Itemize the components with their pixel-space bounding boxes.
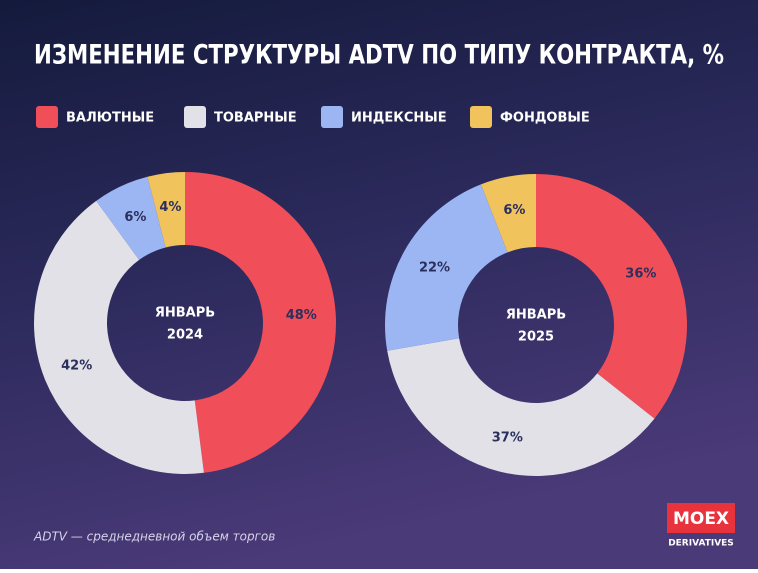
legend-swatch — [184, 106, 206, 128]
donut-segment — [387, 338, 655, 477]
center-label: ЯНВАРЬ — [155, 306, 215, 321]
logo-name: MOEX — [673, 509, 729, 529]
value-label: 6% — [503, 203, 525, 218]
center-label: 2024 — [167, 328, 203, 343]
donut-segment — [96, 176, 166, 260]
center-label: 2025 — [518, 330, 554, 345]
title: ИЗМЕНЕНИЕ СТРУКТУРЫ ADTV ПО ТИПУ КОНТРАК… — [34, 40, 724, 71]
value-label: 48% — [286, 308, 317, 323]
legend-swatch — [321, 106, 343, 128]
legend-swatch — [470, 106, 492, 128]
value-label: 36% — [625, 267, 656, 282]
logo-box — [667, 503, 735, 533]
legend-label: ИНДЕКСНЫЕ — [351, 111, 447, 126]
donut-segment — [384, 184, 508, 351]
legend-swatch — [36, 106, 58, 128]
legend-label: ФОНДОВЫЕ — [500, 111, 590, 126]
donut-segment — [480, 174, 536, 253]
value-label: 22% — [419, 260, 450, 275]
footnote: ADTV — среднедневной объем торгов — [33, 530, 275, 544]
value-label: 6% — [124, 210, 146, 225]
donut-segment — [147, 172, 185, 248]
donut-segment — [33, 200, 204, 474]
logo-subtitle: DERIVATIVES — [668, 539, 734, 549]
donut-segment — [185, 172, 337, 473]
legend-label: ВАЛЮТНЫЕ — [66, 111, 154, 126]
legend-label: ТОВАРНЫЕ — [214, 111, 297, 126]
center-label: ЯНВАРЬ — [506, 308, 566, 323]
value-label: 4% — [159, 200, 181, 215]
value-label: 42% — [61, 358, 92, 373]
donut-segment — [536, 174, 688, 419]
value-label: 37% — [492, 430, 523, 445]
